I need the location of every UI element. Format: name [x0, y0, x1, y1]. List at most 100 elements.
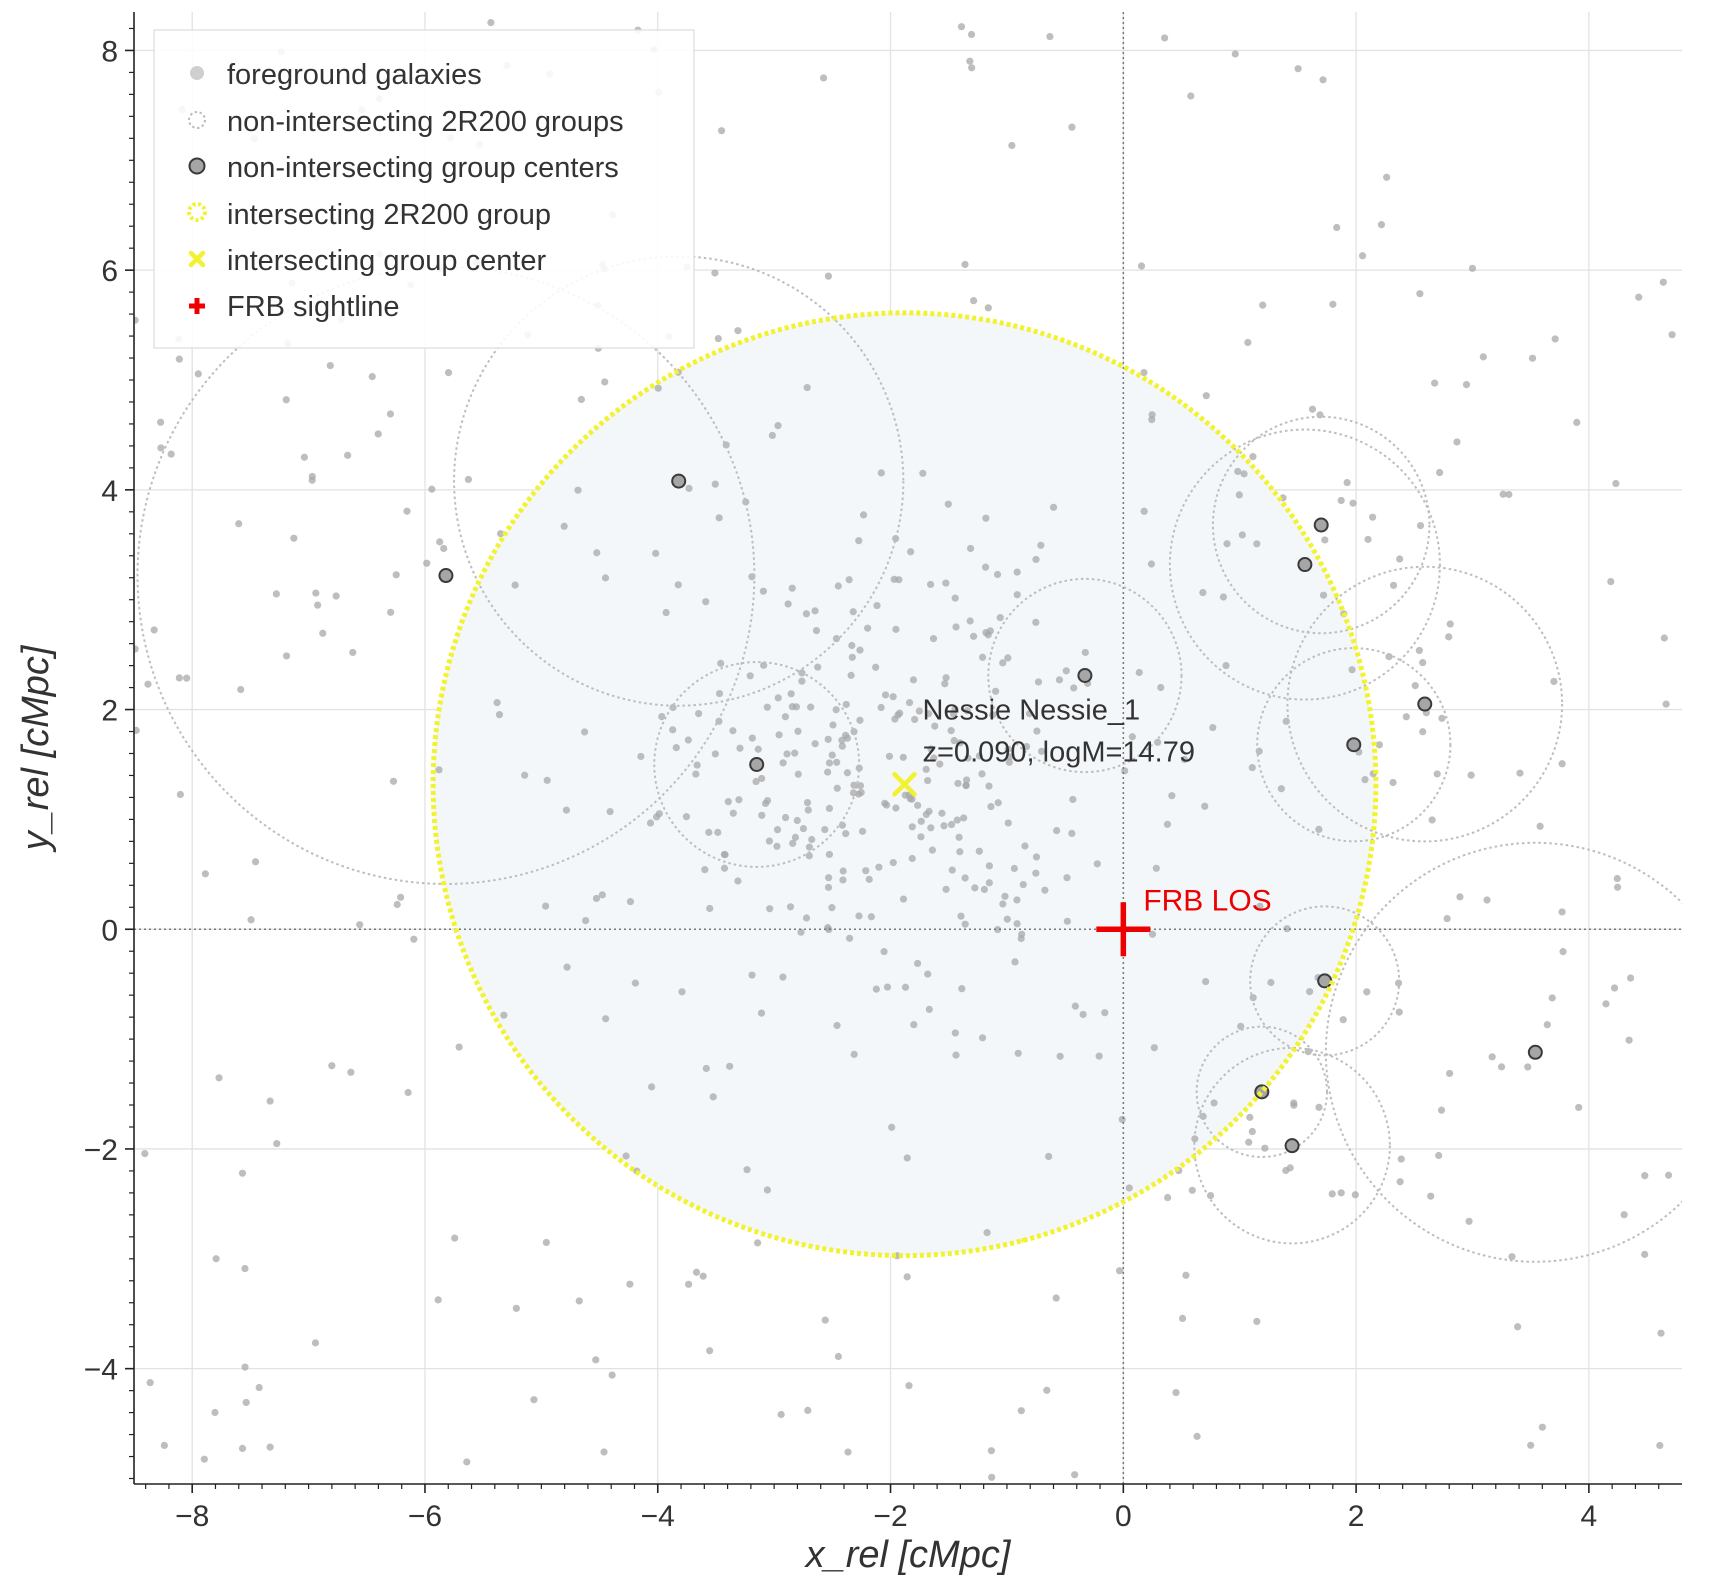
galaxy-point — [824, 735, 832, 743]
legend-box — [153, 29, 695, 349]
galaxy-point — [848, 653, 856, 661]
galaxy-point — [1361, 776, 1369, 784]
x-tick-label: 4 — [1581, 1500, 1598, 1533]
galaxy-point — [212, 1255, 220, 1263]
galaxy-point — [925, 1005, 933, 1013]
galaxy-point — [601, 574, 610, 582]
galaxy-point — [1180, 755, 1189, 764]
galaxy-point — [1396, 555, 1404, 563]
galaxy-point — [763, 703, 771, 711]
group-ring — [653, 661, 861, 868]
galaxy-point — [1635, 293, 1643, 301]
galaxy-point — [1339, 1016, 1347, 1024]
galaxy-point — [849, 789, 858, 797]
galaxy-point — [839, 876, 847, 884]
galaxy-point — [1063, 874, 1071, 882]
galaxy-point — [720, 850, 728, 859]
galaxy-point — [702, 1064, 710, 1073]
galaxy-point — [828, 751, 836, 759]
galaxy-point — [848, 641, 856, 650]
galaxy-point — [1377, 221, 1386, 229]
galaxy-point — [881, 799, 889, 807]
galaxy-point — [983, 1229, 991, 1237]
galaxy-point — [1626, 974, 1635, 982]
galaxy-point — [985, 879, 993, 887]
galaxy-point — [951, 1029, 959, 1037]
galaxy-point — [1234, 467, 1242, 476]
galaxy-point — [440, 544, 448, 553]
galaxy-point — [593, 549, 601, 557]
galaxy-point — [575, 1297, 583, 1305]
galaxy-point — [757, 1009, 766, 1017]
galaxy-point — [1135, 668, 1143, 677]
galaxy-point — [1152, 864, 1160, 872]
galaxy-point — [985, 862, 993, 870]
galaxy-point — [967, 30, 976, 39]
galaxy-point — [994, 925, 1002, 934]
galaxy-point — [1014, 1049, 1022, 1057]
galaxy-point — [1465, 1217, 1473, 1225]
galaxy-point — [927, 824, 935, 832]
zero-lines — [134, 12, 1682, 1484]
galaxy-point — [1249, 453, 1257, 461]
galaxy-point — [311, 1339, 320, 1347]
galaxy-point — [834, 1352, 842, 1361]
galaxy-point — [914, 801, 922, 809]
galaxy-point — [791, 749, 799, 757]
galaxy-point — [201, 870, 209, 878]
galaxy-point — [1435, 468, 1444, 477]
galaxy-point — [1364, 535, 1372, 543]
galaxy-point — [715, 689, 724, 698]
galaxy-point — [715, 717, 723, 725]
galaxy-point — [332, 592, 340, 600]
galaxy-point — [978, 1034, 987, 1042]
galaxy-point — [1219, 593, 1228, 601]
galaxy-point — [1041, 886, 1049, 894]
galaxy-point — [947, 727, 955, 735]
galaxy-point — [908, 795, 916, 803]
galaxy-point — [1415, 646, 1423, 655]
galaxy-point — [685, 1280, 693, 1288]
galaxy-point — [160, 1441, 168, 1450]
galaxy-point — [1253, 1317, 1261, 1326]
galaxy-point — [824, 883, 833, 891]
galaxy-point — [1286, 1164, 1294, 1172]
galaxy-point — [144, 680, 152, 688]
galaxy-point — [282, 652, 291, 660]
galaxy-point — [1411, 682, 1419, 690]
galaxy-point — [626, 1280, 634, 1288]
galaxy-point — [787, 690, 795, 698]
galaxy-point — [1068, 123, 1076, 131]
galaxy-point — [999, 659, 1007, 667]
galaxy-point — [1514, 1323, 1522, 1331]
galaxy-point — [652, 549, 660, 557]
galaxy-point — [956, 739, 964, 747]
galaxy-point — [1602, 1000, 1610, 1008]
galaxy-point — [901, 983, 910, 991]
galaxy-point — [892, 534, 900, 543]
galaxy-point — [1573, 418, 1581, 426]
galaxy-point — [1238, 531, 1246, 539]
galaxy-point — [592, 1356, 600, 1364]
galaxy-point — [695, 709, 703, 718]
galaxy-point — [272, 590, 280, 598]
galaxy-point — [964, 754, 972, 762]
galaxy-point — [948, 866, 956, 874]
galaxy-point — [1004, 819, 1012, 827]
intersecting-group: Nessie Nessie_1 z=0.090, logM=14.79 FRB LO… — [430, 310, 1379, 1259]
legend: foreground galaxies non-intersecting 2R2… — [153, 29, 695, 349]
galaxy-point — [859, 511, 868, 519]
galaxy-point — [804, 1406, 812, 1415]
galaxy-point — [885, 752, 894, 760]
galaxy-point — [734, 327, 742, 335]
galaxy-point — [839, 867, 847, 875]
galaxy-point — [909, 676, 918, 684]
group-center-point — [1254, 1084, 1270, 1100]
galaxy-point — [1290, 1099, 1298, 1107]
galaxy-point — [646, 819, 655, 827]
frb-sightline-marker — [1096, 902, 1151, 957]
galaxy-point — [838, 742, 846, 750]
galaxy-point — [423, 559, 431, 567]
x-tick-label: −6 — [408, 1500, 442, 1533]
